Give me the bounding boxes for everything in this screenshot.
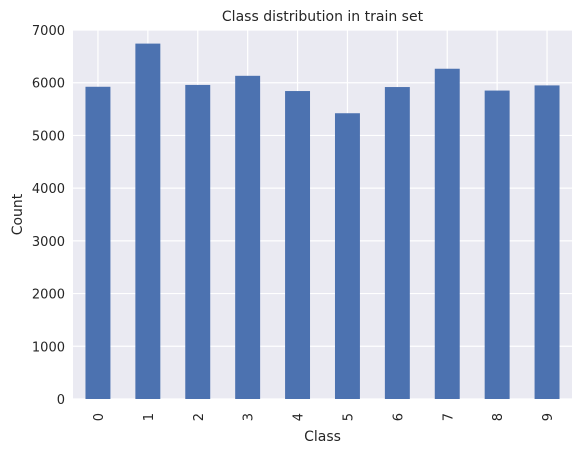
bar-class-6	[384, 87, 410, 399]
y-axis-label: Count	[10, 193, 26, 235]
y-tick-label: 5000	[32, 129, 65, 144]
bar-class-3	[235, 75, 261, 399]
x-axis-label: Class	[304, 429, 341, 445]
bar-class-2	[185, 84, 211, 399]
x-tick-labels: 0 1 2 3 4 5 6 7 8 9	[92, 413, 556, 421]
bar-class-0	[85, 86, 111, 399]
bar-class-7	[434, 68, 460, 400]
y-tick-label: 1000	[32, 340, 65, 355]
x-tick-label: 8	[491, 413, 506, 421]
x-tick-label: 4	[292, 413, 307, 421]
y-tick-label: 6000	[32, 77, 65, 92]
y-tick-label: 7000	[32, 24, 65, 39]
x-tick-label: 5	[341, 413, 356, 421]
bar-class-8	[484, 90, 510, 399]
x-tick-label: 3	[242, 413, 257, 421]
y-tick-labels: 0 1000 2000 3000 4000 5000 6000 7000	[32, 24, 65, 408]
bar-class-1	[135, 43, 161, 400]
y-tick-label: 0	[57, 393, 65, 408]
chart-title: Class distribution in train set	[222, 9, 424, 25]
bar-class-4	[285, 91, 311, 399]
bar-class-5	[334, 113, 360, 400]
y-tick-label: 2000	[32, 288, 65, 303]
y-tick-label: 4000	[32, 182, 65, 197]
x-tick-label: 0	[92, 413, 107, 421]
x-tick-label: 9	[541, 413, 556, 421]
x-tick-label: 2	[192, 413, 207, 421]
x-tick-label: 7	[441, 413, 456, 421]
y-tick-label: 3000	[32, 235, 65, 250]
x-tick-label: 6	[391, 413, 406, 421]
bar-class-9	[534, 85, 560, 400]
x-tick-label: 1	[142, 413, 157, 421]
bars	[85, 43, 560, 400]
